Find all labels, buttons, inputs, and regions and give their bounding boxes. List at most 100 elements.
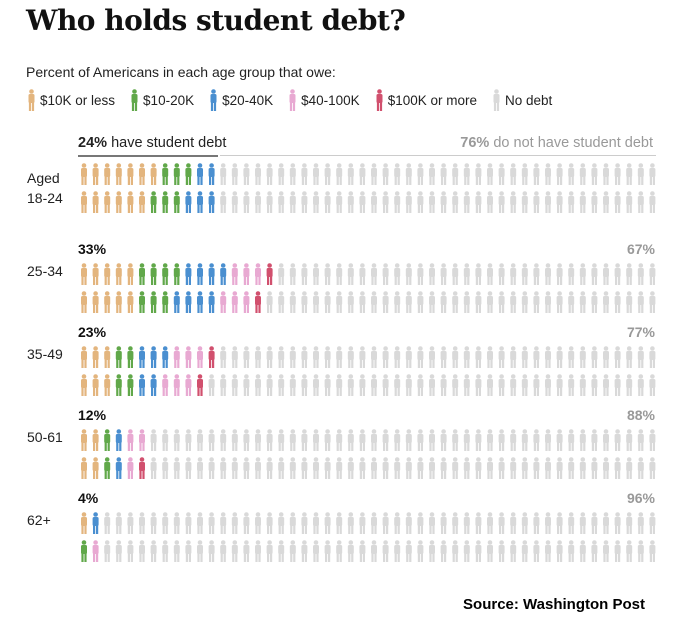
figure-2 (173, 291, 180, 313)
figure-1 (173, 263, 180, 285)
figure-no-debt (394, 191, 401, 213)
figure-no-debt (324, 291, 331, 313)
figure-no-debt (626, 263, 633, 285)
legend-item: $10K or less (26, 88, 115, 112)
figure-no-debt (649, 429, 656, 451)
figure-no-debt (637, 263, 644, 285)
figure-no-debt (255, 163, 261, 185)
figure-no-debt (556, 263, 563, 285)
figure-no-debt (324, 457, 331, 479)
figure-no-debt (359, 263, 366, 285)
figure-2 (197, 263, 203, 285)
figure-no-debt (637, 512, 644, 534)
age-prefix: Aged (27, 170, 60, 186)
figure-no-debt (382, 191, 389, 213)
figure-no-debt (162, 457, 169, 479)
figure-no-debt (498, 540, 505, 562)
figure-no-debt (591, 346, 598, 368)
person-icon (131, 89, 138, 111)
figure-no-debt (463, 163, 470, 185)
figure-3 (197, 346, 203, 368)
figure-no-debt (440, 263, 447, 285)
figure-no-debt (568, 346, 575, 368)
figure-2 (162, 346, 169, 368)
source-note: Source: Washington Post (463, 596, 645, 613)
figure-no-debt (568, 512, 575, 534)
figure-no-debt (521, 512, 528, 534)
figure-no-debt (498, 191, 505, 213)
figure-no-debt (417, 263, 424, 285)
legend-label: $10-20K (143, 92, 195, 108)
figure-0 (81, 374, 87, 396)
figure-0 (81, 191, 87, 213)
figure-no-debt (510, 263, 517, 285)
figure-no-debt (463, 457, 470, 479)
figure-no-debt (579, 163, 586, 185)
figure-no-debt (301, 512, 308, 534)
figure-0 (127, 163, 134, 185)
figure-no-debt (463, 512, 470, 534)
figure-no-debt (626, 346, 633, 368)
figure-0 (115, 291, 122, 313)
figure-no-debt (115, 512, 122, 534)
figure-no-debt (533, 457, 540, 479)
figure-no-debt (371, 263, 377, 285)
figure-2 (185, 291, 192, 313)
figure-no-debt (556, 457, 563, 479)
figure-1 (115, 374, 122, 396)
figure-no-debt (510, 457, 517, 479)
figure-no-debt (545, 540, 551, 562)
figure-no-debt (313, 163, 319, 185)
figure-no-debt (289, 263, 296, 285)
have-debt-pct: 12% (78, 407, 107, 423)
figure-no-debt (150, 540, 157, 562)
figure-no-debt (463, 374, 470, 396)
figure-no-debt (626, 374, 633, 396)
figure-no-debt (347, 374, 354, 396)
figure-0 (104, 291, 111, 313)
have-text: have student debt (111, 135, 227, 151)
figure-0 (104, 374, 111, 396)
figure-no-debt (603, 263, 609, 285)
figure-no-debt (255, 374, 261, 396)
figure-no-debt (359, 429, 366, 451)
person-icon (289, 89, 296, 111)
figure-3 (92, 540, 99, 562)
figure-no-debt (533, 263, 540, 285)
figure-no-debt (463, 429, 470, 451)
figure-no-debt (440, 346, 447, 368)
figure-1 (81, 540, 87, 562)
figure-no-debt (359, 457, 366, 479)
legend-item: $40-100K (287, 88, 360, 112)
figure-0 (104, 346, 111, 368)
figure-no-debt (208, 540, 215, 562)
figure-no-debt (313, 512, 319, 534)
figure-3 (139, 429, 145, 451)
figure-no-debt (545, 512, 551, 534)
figure-no-debt (614, 191, 621, 213)
figure-no-debt (521, 429, 528, 451)
figure-no-debt (139, 512, 145, 534)
figure-no-debt (220, 540, 227, 562)
figure-no-debt (533, 374, 540, 396)
figure-no-debt (347, 346, 354, 368)
figure-no-debt (614, 374, 621, 396)
figure-no-debt (463, 540, 470, 562)
figure-no-debt (394, 512, 401, 534)
figure-no-debt (394, 163, 401, 185)
age-range: 50-61 (27, 429, 63, 445)
figure-no-debt (382, 291, 389, 313)
figure-no-debt (382, 374, 389, 396)
figure-no-debt (603, 191, 609, 213)
figure-no-debt (463, 291, 470, 313)
figure-0 (115, 263, 122, 285)
figure-no-debt (440, 512, 447, 534)
chart-subtitle: Percent of Americans in each age group t… (26, 64, 336, 80)
figure-no-debt (231, 374, 238, 396)
figure-no-debt (591, 429, 598, 451)
figure-no-debt (591, 512, 598, 534)
person-icon (376, 89, 383, 111)
figure-no-debt (313, 291, 319, 313)
figure-no-debt (568, 457, 575, 479)
figure-no-debt (231, 457, 238, 479)
